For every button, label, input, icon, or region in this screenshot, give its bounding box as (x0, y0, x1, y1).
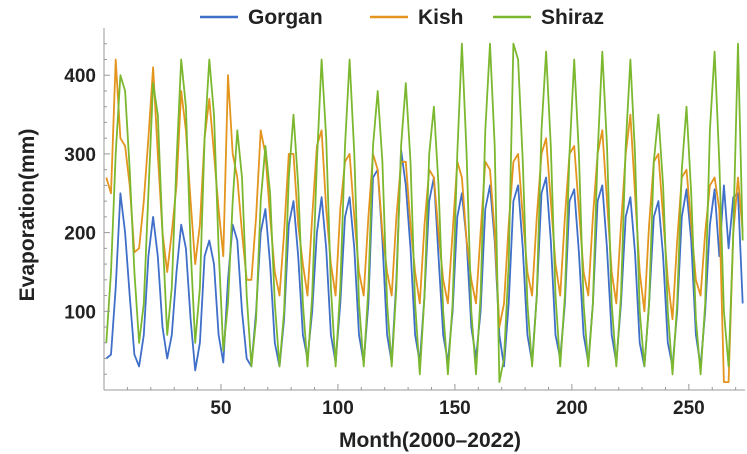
axes (103, 28, 745, 391)
x-ticks: 50 100 150 200 250 (210, 384, 705, 419)
y-tick-label: 400 (64, 66, 96, 87)
plot-area (105, 42, 744, 383)
y-tick-label: 300 (64, 145, 96, 166)
x-tick-label: 200 (556, 398, 588, 419)
y-axis-title: Evaporation(mm) (16, 129, 39, 302)
y-ticks: 100 200 300 400 (64, 66, 110, 323)
y-tick-label: 200 (64, 224, 96, 245)
x-tick-label: 250 (673, 398, 705, 419)
x-tick-label: 50 (210, 398, 231, 419)
series-line-shiraz (105, 42, 744, 383)
legend: Gorgan Kish Shiraz (200, 6, 604, 29)
legend-label-gorgan: Gorgan (248, 6, 323, 29)
legend-label-shiraz: Shiraz (541, 6, 604, 29)
x-axis-title: Month(2000–2022) (339, 429, 521, 452)
legend-label-kish: Kish (418, 6, 464, 29)
y-tick-label: 100 (64, 302, 96, 323)
x-tick-label: 150 (439, 398, 471, 419)
x-tick-label: 100 (322, 398, 354, 419)
